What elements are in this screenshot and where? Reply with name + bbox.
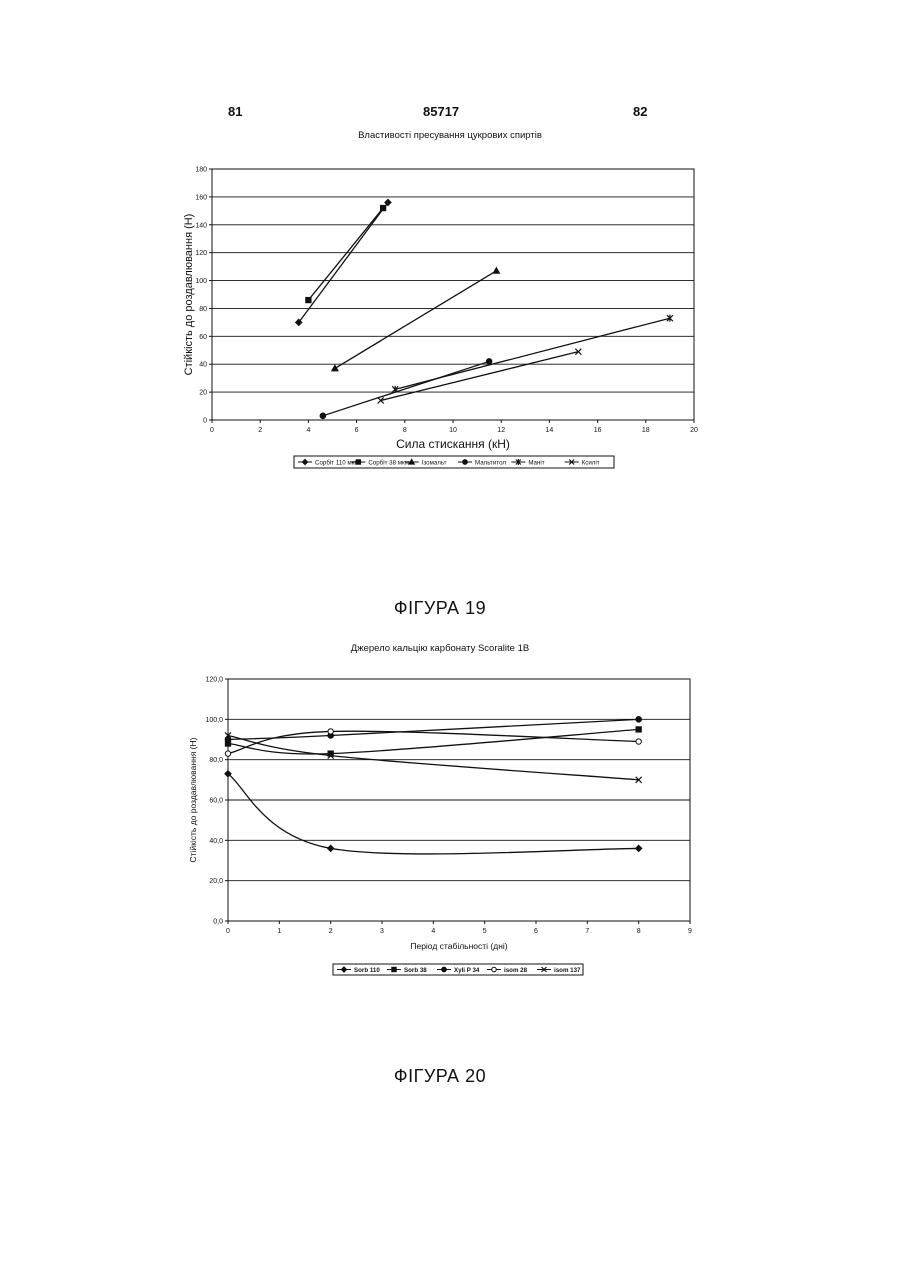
chart1-x-tick-label: 20 xyxy=(690,427,698,434)
chart1-series-line xyxy=(381,352,579,401)
chart2-data-point xyxy=(328,845,334,851)
chart1-x-tick-label: 6 xyxy=(355,427,359,434)
chart1-x-tick-label: 12 xyxy=(497,427,505,434)
chart1-x-tick-label: 14 xyxy=(546,427,554,434)
chart1-series-0 xyxy=(296,199,391,325)
chart2-legend-label: Sorb 38 xyxy=(404,967,427,974)
chart1-y-tick-label: 0 xyxy=(203,418,207,425)
chart2-x-tick-label: 6 xyxy=(534,928,538,935)
chart2-x-tick-label: 3 xyxy=(380,928,384,935)
chart2-series-3 xyxy=(225,729,641,757)
chart1-data-point xyxy=(486,359,491,364)
chart1-y-tick-label: 80 xyxy=(199,306,207,313)
chart2-x-tick-label: 8 xyxy=(637,928,641,935)
chart2-x-tick-label: 9 xyxy=(688,928,692,935)
chart1-legend-label: Мальтитол xyxy=(475,460,506,467)
chart1-legend-label: Сорбіт 110 мкм xyxy=(315,460,359,467)
chart1-y-tick-label: 100 xyxy=(195,278,207,285)
chart1-series-line xyxy=(323,361,489,415)
chart1-x-tick-label: 2 xyxy=(258,427,262,434)
chart2-data-point xyxy=(328,729,333,734)
chart2-x-tick-label: 5 xyxy=(483,928,487,935)
chart1-legend-marker xyxy=(463,460,468,465)
chart1-y-tick-label: 60 xyxy=(199,334,207,341)
chart2-legend-marker xyxy=(392,967,396,971)
chart1-y-tick-label: 120 xyxy=(195,250,207,257)
chart2-legend-label: isom 137 xyxy=(554,967,581,974)
chart2-series-0 xyxy=(225,771,642,854)
chart2-y-tick-label: 40,0 xyxy=(209,838,223,845)
chart2-y-tick-label: 100,0 xyxy=(205,717,223,724)
chart2-legend-label: isom 28 xyxy=(504,967,528,974)
chart2-legend-label: Sorb 110 xyxy=(354,967,380,974)
chart1-y-tick-label: 140 xyxy=(195,222,207,229)
chart2-series-4 xyxy=(225,732,642,782)
chart2-y-axis-label: Стійкість до роздавлювання (Н) xyxy=(188,737,198,862)
chart1-data-point xyxy=(493,268,499,273)
chart1-x-axis-label: Сила стискання (кН) xyxy=(396,437,510,451)
chart1-series-5 xyxy=(378,349,582,404)
chart1-y-tick-label: 20 xyxy=(199,390,207,397)
chart1-legend-label: Сорбіт 38 мкм xyxy=(368,460,409,467)
chart1-series-line xyxy=(395,318,670,389)
chart1-data-point xyxy=(332,365,338,370)
chart2-y-tick-label: 80,0 xyxy=(209,757,223,764)
chart2-data-point xyxy=(636,717,641,722)
chart1-x-tick-label: 4 xyxy=(306,427,310,434)
chart1-series-1 xyxy=(306,205,386,302)
chart2-x-tick-label: 2 xyxy=(329,928,333,935)
chart2-y-tick-label: 0,0 xyxy=(213,919,223,926)
chart2-x-tick-label: 1 xyxy=(277,928,281,935)
chart1-x-tick-label: 16 xyxy=(594,427,602,434)
chart1-data-point xyxy=(381,205,386,210)
chart2-legend-marker xyxy=(442,967,447,972)
chart1-y-tick-label: 40 xyxy=(199,362,207,369)
chart1-series-line xyxy=(299,202,388,322)
chart1-y-axis-label: Стійкість до роздавлювання (Н) xyxy=(183,214,195,376)
chart1-data-point xyxy=(320,413,325,418)
chart2-data-point xyxy=(636,727,641,732)
chart1-legend-label: Ксиліт xyxy=(582,460,600,467)
chart1-series-2 xyxy=(332,268,499,371)
chart2-data-point xyxy=(636,845,642,851)
chart2-x-axis-label: Період стабільності (дні) xyxy=(410,941,507,951)
chart1-x-tick-label: 8 xyxy=(403,427,407,434)
chart1-y-tick-label: 160 xyxy=(195,194,207,201)
chart2-x-tick-label: 7 xyxy=(585,928,589,935)
chart1-data-point xyxy=(306,298,311,303)
chart2-series-line xyxy=(228,774,639,854)
chart1-x-tick-label: 18 xyxy=(642,427,650,434)
chart1-series-3 xyxy=(320,359,492,419)
chart2-y-tick-label: 120,0 xyxy=(205,677,223,684)
chart2-legend-marker xyxy=(492,967,497,972)
chart1-series-line xyxy=(308,208,383,300)
chart2-data-point xyxy=(225,751,230,756)
chart1-x-tick-label: 0 xyxy=(210,427,214,434)
chart2-series-1 xyxy=(225,727,641,756)
chart2-series-line xyxy=(228,735,639,779)
chart2-y-tick-label: 60,0 xyxy=(209,798,223,805)
chart2-data-point xyxy=(636,739,641,744)
chart2-x-tick-label: 4 xyxy=(431,928,435,935)
chart1-y-tick-label: 180 xyxy=(195,167,207,174)
chart2-series-line xyxy=(228,719,639,739)
chart1-series-4 xyxy=(392,315,673,393)
chart1-legend-marker xyxy=(356,460,360,464)
chart2-y-tick-label: 20,0 xyxy=(209,878,223,885)
chart1-x-tick-label: 10 xyxy=(449,427,457,434)
chart2-x-tick-label: 0 xyxy=(226,928,230,935)
chart1-legend-label: Ізомальт xyxy=(422,460,447,467)
chart1-series-line xyxy=(335,271,496,369)
chart2-legend-label: Xyli P 34 xyxy=(454,967,480,974)
chart1-legend-label: Маніт xyxy=(528,460,544,467)
